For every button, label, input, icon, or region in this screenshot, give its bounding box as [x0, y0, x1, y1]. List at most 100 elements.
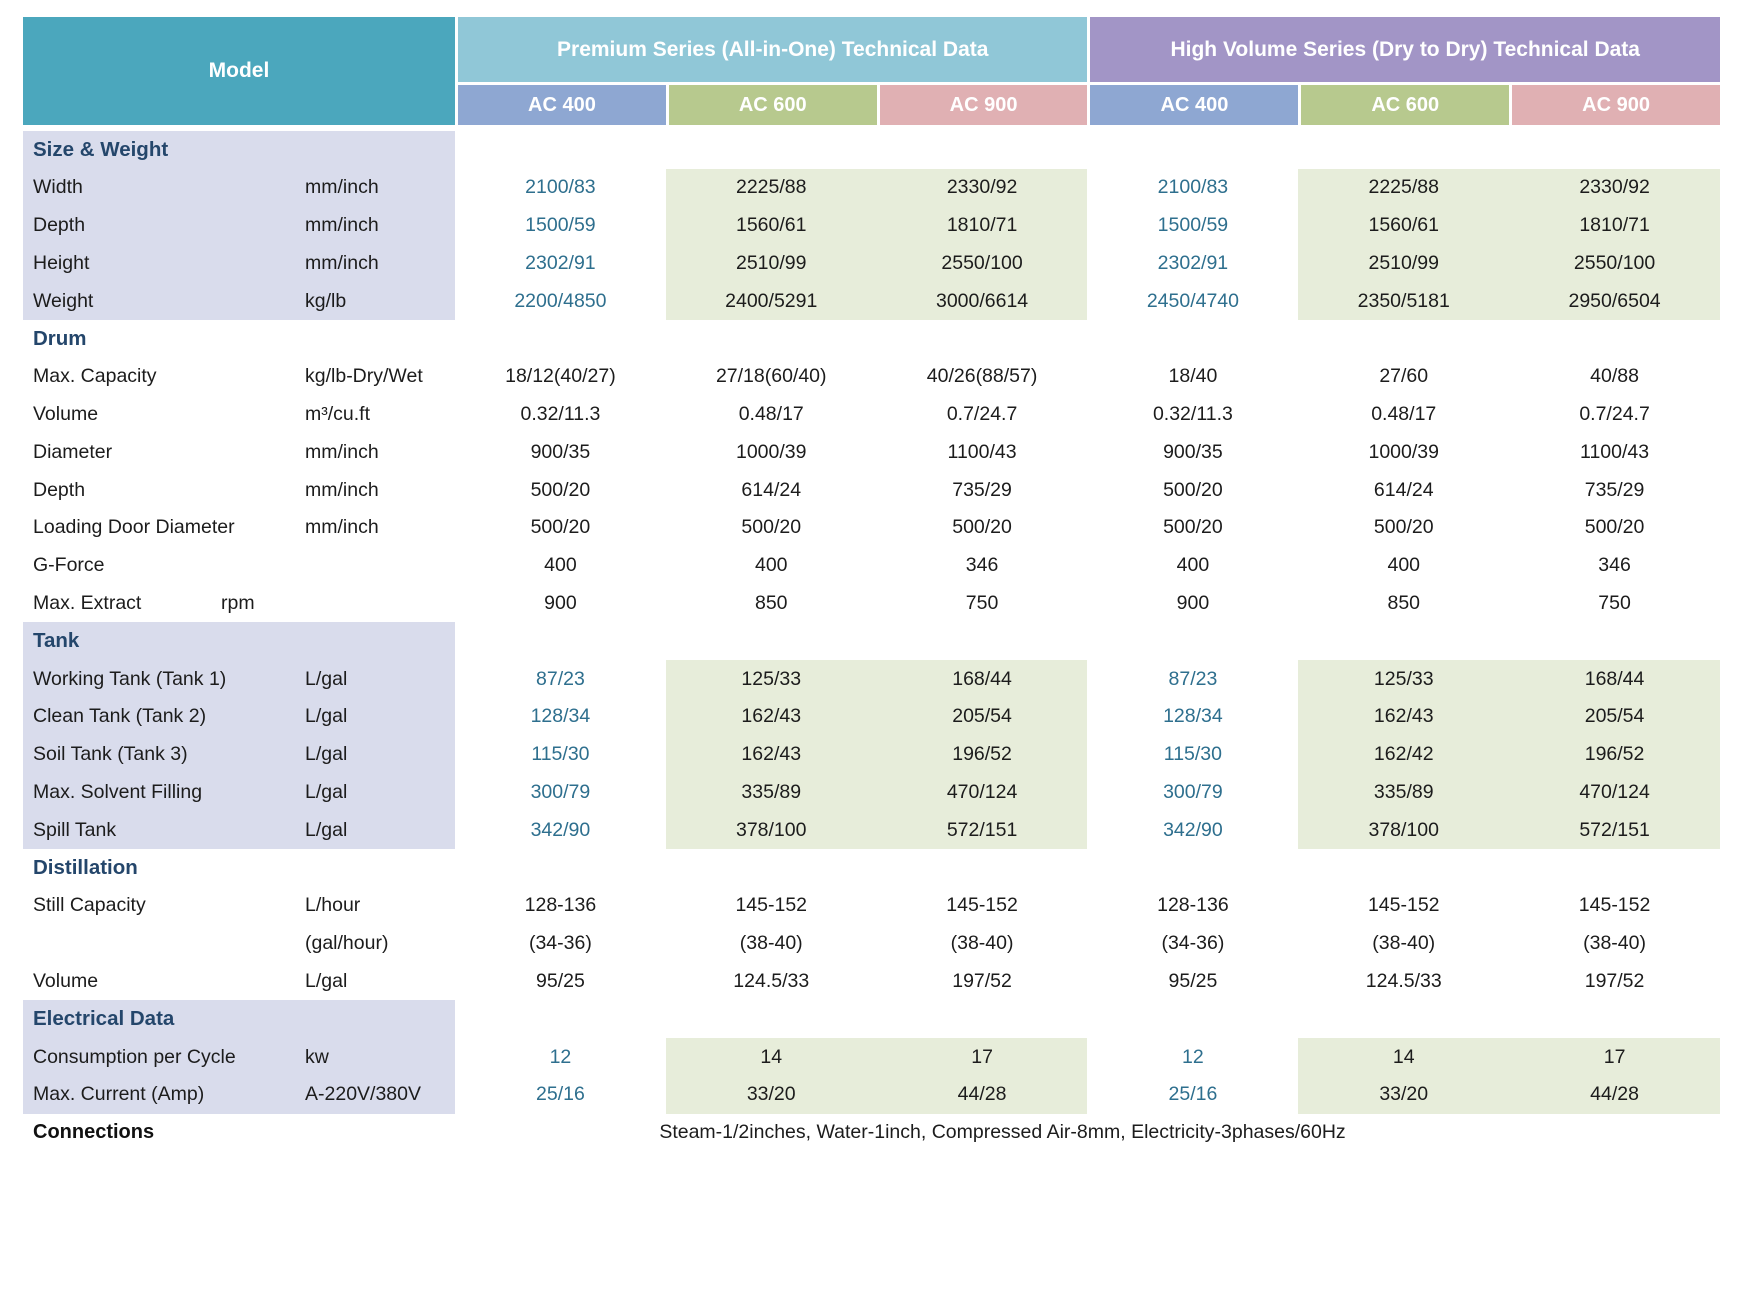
- value-cell: 145-152: [735, 894, 808, 917]
- value-cell: 335/89: [665, 773, 877, 812]
- value-cell: 0.32/11.3: [1152, 402, 1233, 425]
- value-cell: 0.7/24.7: [946, 402, 1018, 425]
- value-cell: 750: [1598, 591, 1631, 614]
- value-cell: 0.48/17: [738, 402, 804, 425]
- row-unit: L/gal: [285, 773, 455, 812]
- value-cell: [1509, 1000, 1720, 1038]
- value-cell: 572/151: [876, 811, 1088, 850]
- value-cell: 2225/88: [665, 168, 877, 207]
- value-cell: 27/60: [1379, 365, 1429, 388]
- value-cell: 335/89: [1298, 773, 1510, 812]
- value-cell: [455, 320, 666, 358]
- value-cell: 470/124: [1509, 773, 1720, 812]
- value-cell: [455, 849, 666, 887]
- value-cell: 2510/99: [665, 244, 877, 283]
- section-title: Tank: [23, 622, 285, 661]
- row-unit: kg/lb-Dry/Wet: [305, 365, 423, 388]
- row-unit: L/gal: [285, 735, 455, 774]
- table-row: Max. Solvent Filling L/gal 300/79 335/89 470…: [23, 773, 1720, 812]
- value-cell: 145-152: [1578, 894, 1651, 917]
- value-cell: 614/24: [741, 478, 802, 501]
- row-unit: m³/cu.ft: [305, 402, 371, 425]
- value-cell: 900: [544, 591, 577, 614]
- value-cell: 500/20: [952, 516, 1012, 539]
- value-cell: 162/43: [1298, 697, 1510, 736]
- value-cell: 17: [876, 1038, 1088, 1076]
- value-cell: 87/23: [1168, 667, 1218, 690]
- row-label: Soil Tank (Tank 3): [23, 735, 285, 774]
- value-cell: 1500/59: [525, 213, 596, 236]
- table-row: Soil Tank (Tank 3) L/gal 115/30 162/43 196/5…: [23, 735, 1720, 774]
- table-header: Model Premium Series (All-in-One) Techni…: [23, 17, 1720, 125]
- value-cell: 300/79: [1163, 780, 1223, 803]
- value-cell: [1509, 849, 1720, 887]
- row-unit: mm/inch: [285, 168, 455, 207]
- value-cell: 2100/83: [1157, 176, 1229, 199]
- connections-row: Connections Steam-1/2inches, Water-1inch…: [23, 1114, 1720, 1152]
- connections-label: Connections: [33, 1121, 155, 1144]
- value-cell: 750: [965, 591, 999, 614]
- value-cell: 44/28: [876, 1075, 1088, 1114]
- row-unit: [285, 547, 455, 585]
- value-cell: [877, 622, 1088, 660]
- value-cell: 196/52: [876, 735, 1088, 774]
- value-cell: [877, 1000, 1088, 1038]
- value-cell: 2302/91: [1157, 251, 1229, 274]
- row-unit: L/gal: [305, 969, 348, 992]
- table-body: Size & Weight Width mm/inch 2100/83 2225/88 2…: [23, 131, 1720, 1114]
- value-cell: 500/20: [741, 516, 802, 539]
- value-cell: 33/20: [1298, 1075, 1510, 1114]
- row-label: Clean Tank (Tank 2): [23, 697, 285, 736]
- value-cell: [1298, 131, 1509, 169]
- value-cell: [455, 1000, 666, 1038]
- value-cell: 2100/83: [525, 176, 596, 199]
- connections-value: Steam-1/2inches, Water-1inch, Compressed…: [659, 1121, 1346, 1144]
- value-cell: 33/20: [665, 1075, 877, 1114]
- value-cell: (38-40): [739, 932, 803, 955]
- row-unit: L/hour: [305, 894, 361, 917]
- value-cell: 124.5/33: [1365, 969, 1442, 992]
- row-label: Depth: [33, 478, 86, 501]
- value-cell: [455, 131, 666, 169]
- row-unit: kg/lb: [285, 282, 455, 320]
- section-title-spacer: [285, 131, 455, 169]
- value-cell: 1810/71: [876, 206, 1088, 245]
- row-label: G-Force: [33, 554, 105, 577]
- value-cell: 470/124: [876, 773, 1088, 812]
- table-row: Depth mm/inch 500/20 614/24 735/29 500/20 614/…: [23, 471, 1720, 509]
- value-cell: [666, 131, 877, 169]
- value-cell: 850: [754, 591, 788, 614]
- value-cell: 1500/59: [1157, 213, 1229, 236]
- value-cell: [1298, 1000, 1509, 1038]
- value-cell: [1087, 849, 1298, 887]
- value-cell: [1298, 320, 1509, 358]
- value-cell: 2510/99: [1298, 244, 1510, 283]
- value-cell: 128-136: [1157, 894, 1229, 917]
- value-cell: [1087, 320, 1298, 358]
- value-cell: 500/20: [530, 478, 591, 501]
- value-cell: 115/30: [1163, 743, 1222, 766]
- section-header-row: Tank: [23, 622, 1720, 661]
- value-cell: 87/23: [536, 667, 585, 690]
- value-cell: 197/52: [952, 969, 1012, 992]
- value-cell: 1560/61: [665, 206, 877, 245]
- row-unit: L/gal: [285, 697, 455, 736]
- row-unit: mm/inch: [305, 516, 379, 539]
- value-cell: 44/28: [1509, 1075, 1720, 1114]
- table-row: Working Tank (Tank 1) L/gal 87/23 125/33 168…: [23, 660, 1720, 698]
- value-cell: 400: [1176, 554, 1210, 577]
- value-cell: [877, 131, 1088, 169]
- value-cell: 14: [1298, 1038, 1510, 1076]
- value-cell: 128-136: [524, 894, 597, 917]
- value-cell: 14: [665, 1038, 877, 1076]
- premium-ac900-column-header: AC 900: [879, 85, 1088, 125]
- table-row: Volume L/gal 95/25 124.5/33 197/52 95/25 124.5…: [23, 963, 1720, 1001]
- value-cell: 1100/43: [1580, 440, 1650, 463]
- row-label: Volume: [33, 402, 99, 425]
- value-cell: 500/20: [1584, 516, 1645, 539]
- table-row: Height mm/inch 2302/91 2510/99 2550/100 2302/…: [23, 244, 1720, 283]
- value-cell: 900/35: [530, 440, 591, 463]
- value-cell: 162/43: [665, 735, 877, 774]
- high-volume-series-header: High Volume Series (Dry to Dry) Technica…: [1090, 17, 1720, 82]
- value-cell: (38-40): [950, 932, 1014, 955]
